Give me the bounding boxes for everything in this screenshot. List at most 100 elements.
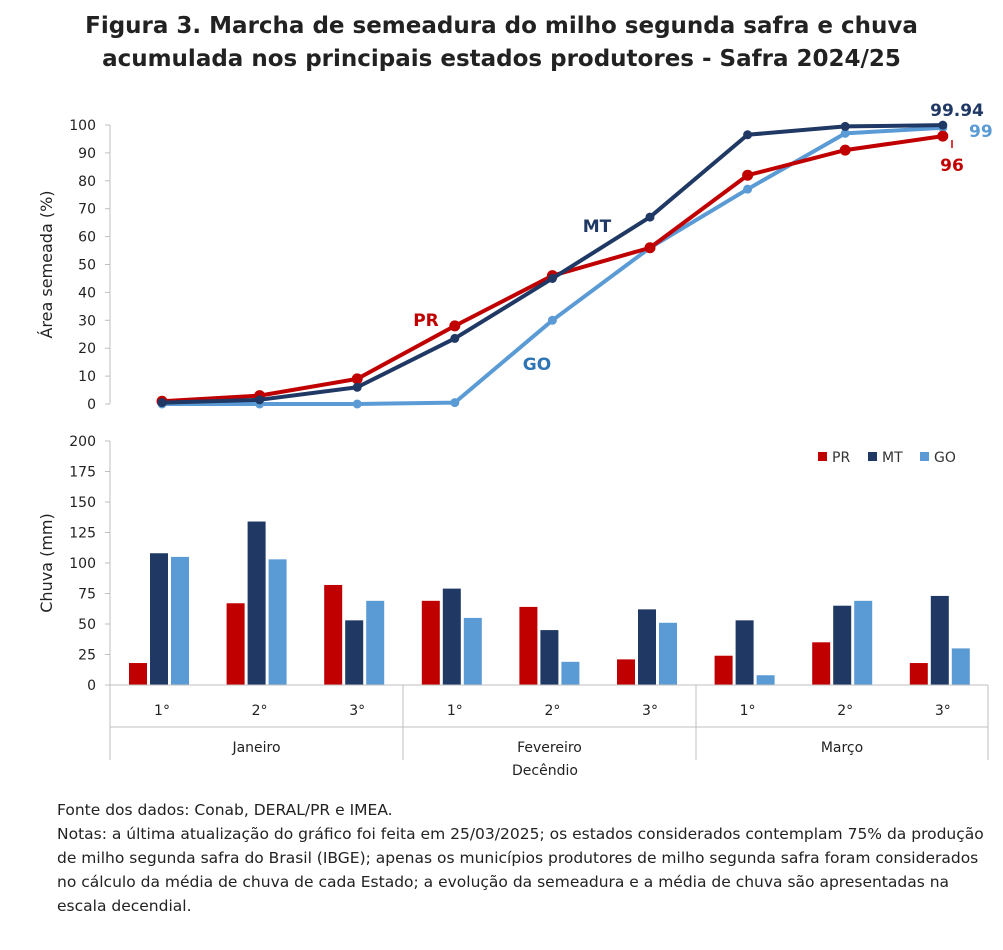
- notes-text: Notas: a última atualização do gráfico f…: [57, 825, 984, 915]
- bar-MT: [247, 521, 266, 685]
- chart-title: Figura 3. Marcha de semeadura do milho s…: [0, 10, 1003, 76]
- series-label-PR: PR: [413, 311, 439, 331]
- bar-y-tick-label: 175: [69, 465, 96, 481]
- bar-y-tick-label: 0: [87, 678, 96, 694]
- bar-GO: [854, 600, 873, 685]
- bar-PR: [129, 663, 147, 685]
- point-GO: [840, 128, 850, 138]
- line-y-tick-label: 80: [78, 174, 96, 190]
- bar-PR: [714, 655, 733, 685]
- month-label: Março: [821, 740, 863, 756]
- legend-swatch-PR: [818, 452, 827, 461]
- month-label: Fevereiro: [517, 740, 582, 756]
- line-y-tick-label: 60: [78, 230, 96, 246]
- legend-swatch-MT: [868, 452, 877, 461]
- bar-y-tick-label: 200: [69, 434, 96, 450]
- end-label-MT: 99.94: [930, 101, 984, 121]
- point-MT: [743, 130, 753, 140]
- bar-MT: [638, 609, 656, 685]
- point-MT: [450, 333, 460, 343]
- bar-PR: [909, 663, 928, 685]
- decendio-label: 1°: [447, 703, 463, 719]
- bar-PR: [812, 642, 831, 685]
- line-y-tick-label: 40: [78, 285, 96, 301]
- point-PR: [937, 130, 949, 142]
- bar-GO: [659, 622, 677, 685]
- decendio-label: 3°: [642, 703, 658, 719]
- rain-bar-chart: 0 25 50 75 100 125 150 175 200 Chuva (mm) 1° 2° 3° 1°…: [37, 434, 989, 779]
- decendio-label: 1°: [740, 703, 756, 719]
- point-GO: [547, 315, 557, 325]
- line-y-tick-label: 30: [78, 313, 96, 329]
- point-MT: [157, 398, 167, 408]
- point-MT: [547, 273, 557, 283]
- bar-MT: [442, 588, 461, 685]
- point-PR: [839, 144, 851, 156]
- bar-MT: [150, 553, 168, 685]
- point-MT: [840, 121, 850, 131]
- legend-swatch-GO: [920, 452, 929, 461]
- series-line-MT: [160, 123, 945, 405]
- bar-MT: [930, 595, 949, 685]
- notes: Fonte dos dados: Conab, DERAL/PR e IMEA.…: [57, 798, 987, 918]
- bar-PR: [519, 606, 538, 685]
- chart-title-line-2: acumulada nos principais estados produto…: [102, 46, 901, 72]
- point-MT: [645, 212, 655, 222]
- decendio-label: 2°: [252, 703, 268, 719]
- bar-GO: [756, 675, 775, 685]
- bar-GO: [951, 648, 970, 685]
- bar-y-axis-label: Chuva (mm): [37, 513, 56, 612]
- bar-y-tick-label: 25: [78, 648, 96, 664]
- point-PR: [449, 320, 461, 332]
- decendio-label: 2°: [837, 703, 853, 719]
- point-MT: [938, 120, 948, 130]
- point-PR: [644, 242, 656, 254]
- series-line-PR: [160, 134, 945, 404]
- bar-y-tick-label: 50: [78, 617, 96, 633]
- legend-label-GO: GO: [934, 450, 956, 466]
- line-y-tick-label: 70: [78, 202, 96, 218]
- bar-MT: [540, 630, 559, 685]
- point-PR: [351, 373, 363, 385]
- bar-PR: [617, 659, 635, 685]
- month-label: Janeiro: [231, 740, 280, 756]
- bar-GO: [561, 661, 580, 685]
- bar-MT: [735, 620, 754, 685]
- bar-GO: [463, 617, 482, 685]
- line-y-axis-label: Área semeada (%): [37, 190, 56, 338]
- bar-PR: [324, 584, 343, 685]
- decendio-label: 3°: [935, 703, 951, 719]
- point-GO: [352, 399, 362, 409]
- legend-label-MT: MT: [882, 450, 903, 466]
- line-y-tick-label: 100: [69, 118, 96, 134]
- end-label-GO: 99: [969, 122, 993, 142]
- series-label-MT: MT: [583, 217, 612, 237]
- decendio-label: 3°: [349, 703, 365, 719]
- line-y-tick-label: 0: [87, 397, 96, 413]
- bar-y-tick-label: 125: [69, 526, 96, 542]
- point-MT: [352, 382, 362, 392]
- series-label-GO: GO: [523, 355, 551, 375]
- decendio-label: 2°: [544, 703, 560, 719]
- bar-y-tick-label: 150: [69, 495, 96, 511]
- chart-title-line-1: Figura 3. Marcha de semeadura do milho s…: [85, 13, 918, 39]
- series-line-GO: [160, 125, 945, 406]
- bar-GO: [268, 559, 287, 685]
- point-GO: [450, 398, 460, 408]
- chart-area: 0 10 20 30 40 50 60 70 80 90 100 Área semeada (%) PR…: [37, 101, 993, 779]
- decendio-label: 1°: [154, 703, 170, 719]
- data-source: Fonte dos dados: Conab, DERAL/PR e IMEA.: [57, 801, 393, 819]
- bar-MT: [833, 605, 852, 685]
- end-label-PR: 96: [940, 156, 964, 176]
- point-MT: [255, 395, 265, 405]
- point-PR: [742, 169, 754, 181]
- line-y-tick-label: 20: [78, 341, 96, 357]
- bar-PR: [226, 603, 245, 685]
- line-y-tick-label: 10: [78, 369, 96, 385]
- bar-GO: [366, 600, 385, 685]
- bar-PR: [421, 600, 440, 685]
- legend-label-PR: PR: [832, 450, 850, 466]
- bar-y-tick-label: 100: [69, 556, 96, 572]
- point-GO: [743, 184, 753, 194]
